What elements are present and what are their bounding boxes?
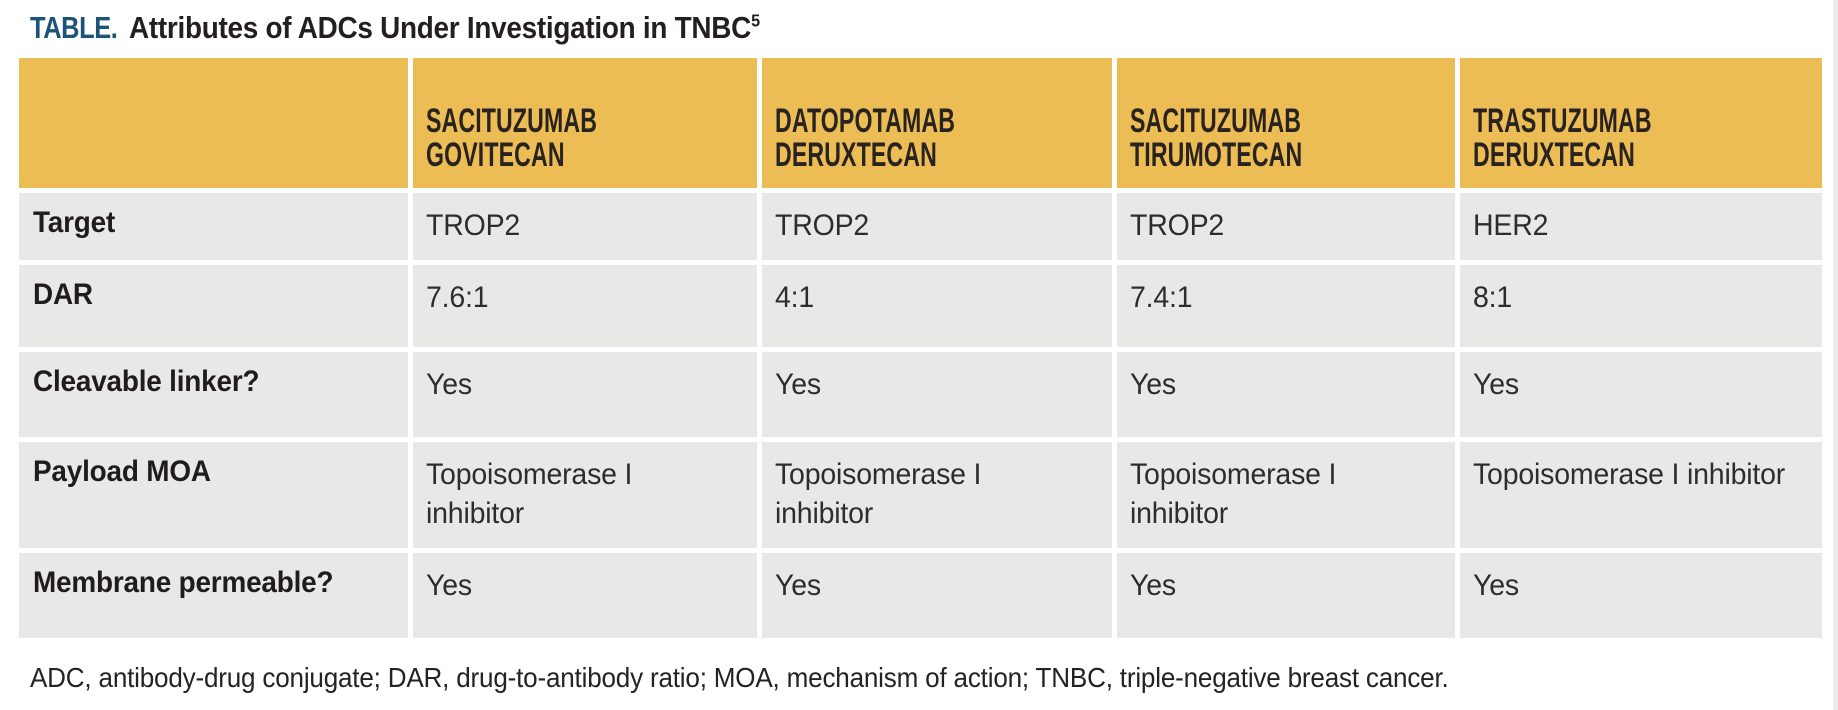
title-reference-superscript: 5 [750,10,760,31]
title-main-text: Attributes of ADCs Under Investigation i… [128,10,751,45]
column-header-datopotamab-deruxtecan: DATOPOTAMAB DERUXTECAN [762,58,1112,188]
row-label-payload-moa: Payload MOA [19,442,408,548]
table-row-membrane-permeable: Membrane permeable? Yes Yes Yes Yes [19,553,1822,638]
column-header-sacituzumab-govitecan: SACITUZUMAB GOVITECAN [413,58,757,188]
table-row-target: Target TROP2 TROP2 TROP2 HER2 [19,193,1822,260]
adc-attributes-table: SACITUZUMAB GOVITECAN DATOPOTAMAB DERUXTEC… [14,53,1827,643]
row-label-dar: DAR [19,265,408,347]
table-row-payload-moa: Payload MOA Topoisomerase I inhibitor To… [19,442,1822,548]
cell-dar-datopotamab-deruxtecan: 4:1 [762,265,1112,347]
column-header-label: DATOPOTAMAB DERUXTECAN [775,102,956,174]
column-header-label: SACITUZUMAB TIRUMOTECAN [1130,102,1303,174]
corner-cell [19,58,408,188]
table-row-cleavable-linker: Cleavable linker? Yes Yes Yes Yes [19,352,1822,437]
cell-dar-trastuzumab-deruxtecan: 8:1 [1460,265,1822,347]
cell-target-datopotamab-deruxtecan: TROP2 [762,193,1112,260]
row-label-target: Target [19,193,408,260]
table-label: TABLE. [30,10,118,45]
cell-payload-trastuzumab-deruxtecan: Topoisomerase I inhibitor [1460,442,1822,548]
cell-membrane-datopotamab-deruxtecan: Yes [762,553,1112,638]
cell-membrane-sacituzumab-tirumotecan: Yes [1117,553,1455,638]
row-label-cleavable-linker: Cleavable linker? [19,352,408,437]
cell-linker-sacituzumab-govitecan: Yes [413,352,757,437]
table-header-row: SACITUZUMAB GOVITECAN DATOPOTAMAB DERUXTEC… [19,58,1822,188]
capture-right-edge-strip [1833,0,1838,710]
cell-payload-datopotamab-deruxtecan: Topoisomerase I inhibitor [762,442,1112,548]
cell-linker-datopotamab-deruxtecan: Yes [762,352,1112,437]
cell-dar-sacituzumab-tirumotecan: 7.4:1 [1117,265,1455,347]
cell-linker-sacituzumab-tirumotecan: Yes [1117,352,1455,437]
footnote: ADC, antibody-drug conjugate; DAR, drug-… [30,662,1449,693]
cell-membrane-trastuzumab-deruxtecan: Yes [1460,553,1822,638]
cell-membrane-sacituzumab-govitecan: Yes [413,553,757,638]
title-text: Attributes of ADCs Under Investigation i… [129,10,760,46]
column-header-label: SACITUZUMAB GOVITECAN [426,102,598,174]
column-header-label: TRASTUZUMAB DERUXTECAN [1473,102,1652,174]
cell-target-sacituzumab-govitecan: TROP2 [413,193,757,260]
cell-payload-sacituzumab-govitecan: Topoisomerase I inhibitor [413,442,757,548]
cell-target-trastuzumab-deruxtecan: HER2 [1460,193,1822,260]
row-label-membrane-permeable: Membrane permeable? [19,553,408,638]
cell-payload-sacituzumab-tirumotecan: Topoisomerase I inhibitor [1117,442,1455,548]
table-row-dar: DAR 7.6:1 4:1 7.4:1 8:1 [19,265,1822,347]
cell-dar-sacituzumab-govitecan: 7.6:1 [413,265,757,347]
cell-target-sacituzumab-tirumotecan: TROP2 [1117,193,1455,260]
column-header-sacituzumab-tirumotecan: SACITUZUMAB TIRUMOTECAN [1117,58,1455,188]
page-title: TABLE. Attributes of ADCs Under Investig… [30,10,830,46]
column-header-trastuzumab-deruxtecan: TRASTUZUMAB DERUXTECAN [1460,58,1822,188]
cell-linker-trastuzumab-deruxtecan: Yes [1460,352,1822,437]
